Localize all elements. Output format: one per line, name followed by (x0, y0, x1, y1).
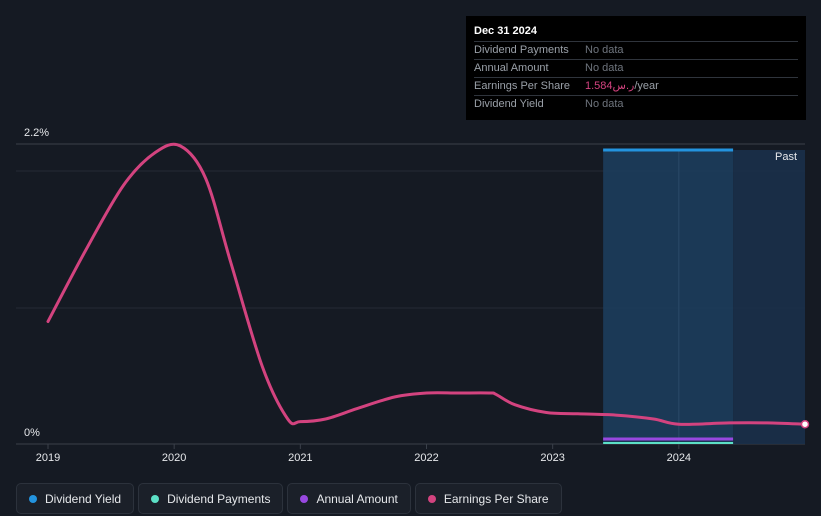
past-band-forward (733, 150, 805, 444)
legend-dot-icon (29, 494, 37, 503)
past-label: Past (775, 151, 797, 163)
legend-item-dividend-yield[interactable]: Dividend Yield (16, 483, 135, 514)
y-tick-label-top: 2.2% (24, 127, 49, 139)
tooltip-label: Annual Amount (474, 62, 549, 74)
tooltip-label: Earnings Per Share (474, 80, 570, 92)
x-tick-label: 2022 (414, 452, 438, 464)
tooltip-label: Dividend Yield (474, 98, 544, 110)
legend-dot-icon (151, 494, 160, 503)
tooltip-row-dividend-payments: Dividend Payments No data (474, 41, 798, 59)
x-tick-label: 2021 (288, 452, 312, 464)
chart-axes: 2.2% 0% Past 2019 2020 2021 2022 2023 2024 (24, 127, 797, 464)
x-tick-label: 2024 (667, 452, 691, 464)
legend-item-annual-amount[interactable]: Annual Amount (287, 483, 411, 514)
chart-series (46, 142, 810, 444)
past-region (603, 150, 805, 444)
past-band-dividend (603, 150, 734, 444)
eps-unit: /year (634, 80, 659, 92)
y-tick-label-bottom: 0% (24, 427, 40, 439)
tooltip-value: 1.584ر.س/year (585, 78, 659, 95)
eps-value: 1.584ر.س (585, 80, 635, 92)
tooltip: Dec 31 2024 Dividend Payments No data An… (466, 16, 806, 120)
tooltip-date: Dec 31 2024 (474, 25, 537, 37)
legend: Dividend Yield Dividend Payments Annual … (16, 483, 562, 515)
legend-label: Annual Amount (316, 491, 398, 506)
tooltip-value: No data (585, 98, 624, 110)
tooltip-value: No data (585, 62, 624, 74)
legend-label: Dividend Payments (167, 491, 271, 506)
x-tick-label: 2020 (162, 452, 186, 464)
legend-dot-icon (427, 494, 436, 503)
legend-label: Dividend Yield (45, 491, 122, 506)
tooltip-row-dividend-yield: Dividend Yield No data (474, 95, 798, 113)
x-tick-label: 2023 (540, 452, 564, 464)
eps-end-point (800, 419, 810, 429)
legend-dot-icon (300, 494, 309, 503)
tooltip-value: No data (585, 44, 624, 56)
legend-item-eps[interactable]: Earnings Per Share (414, 483, 562, 514)
x-tick-label: 2019 (36, 452, 60, 464)
legend-label: Earnings Per Share (443, 491, 549, 506)
tooltip-row-annual-amount: Annual Amount No data (474, 59, 798, 77)
series-eps (46, 142, 807, 426)
legend-item-dividend-payments[interactable]: Dividend Payments (138, 483, 284, 514)
tooltip-row-eps: Earnings Per Share 1.584ر.س/year (474, 77, 798, 95)
tooltip-label: Dividend Payments (474, 44, 569, 56)
